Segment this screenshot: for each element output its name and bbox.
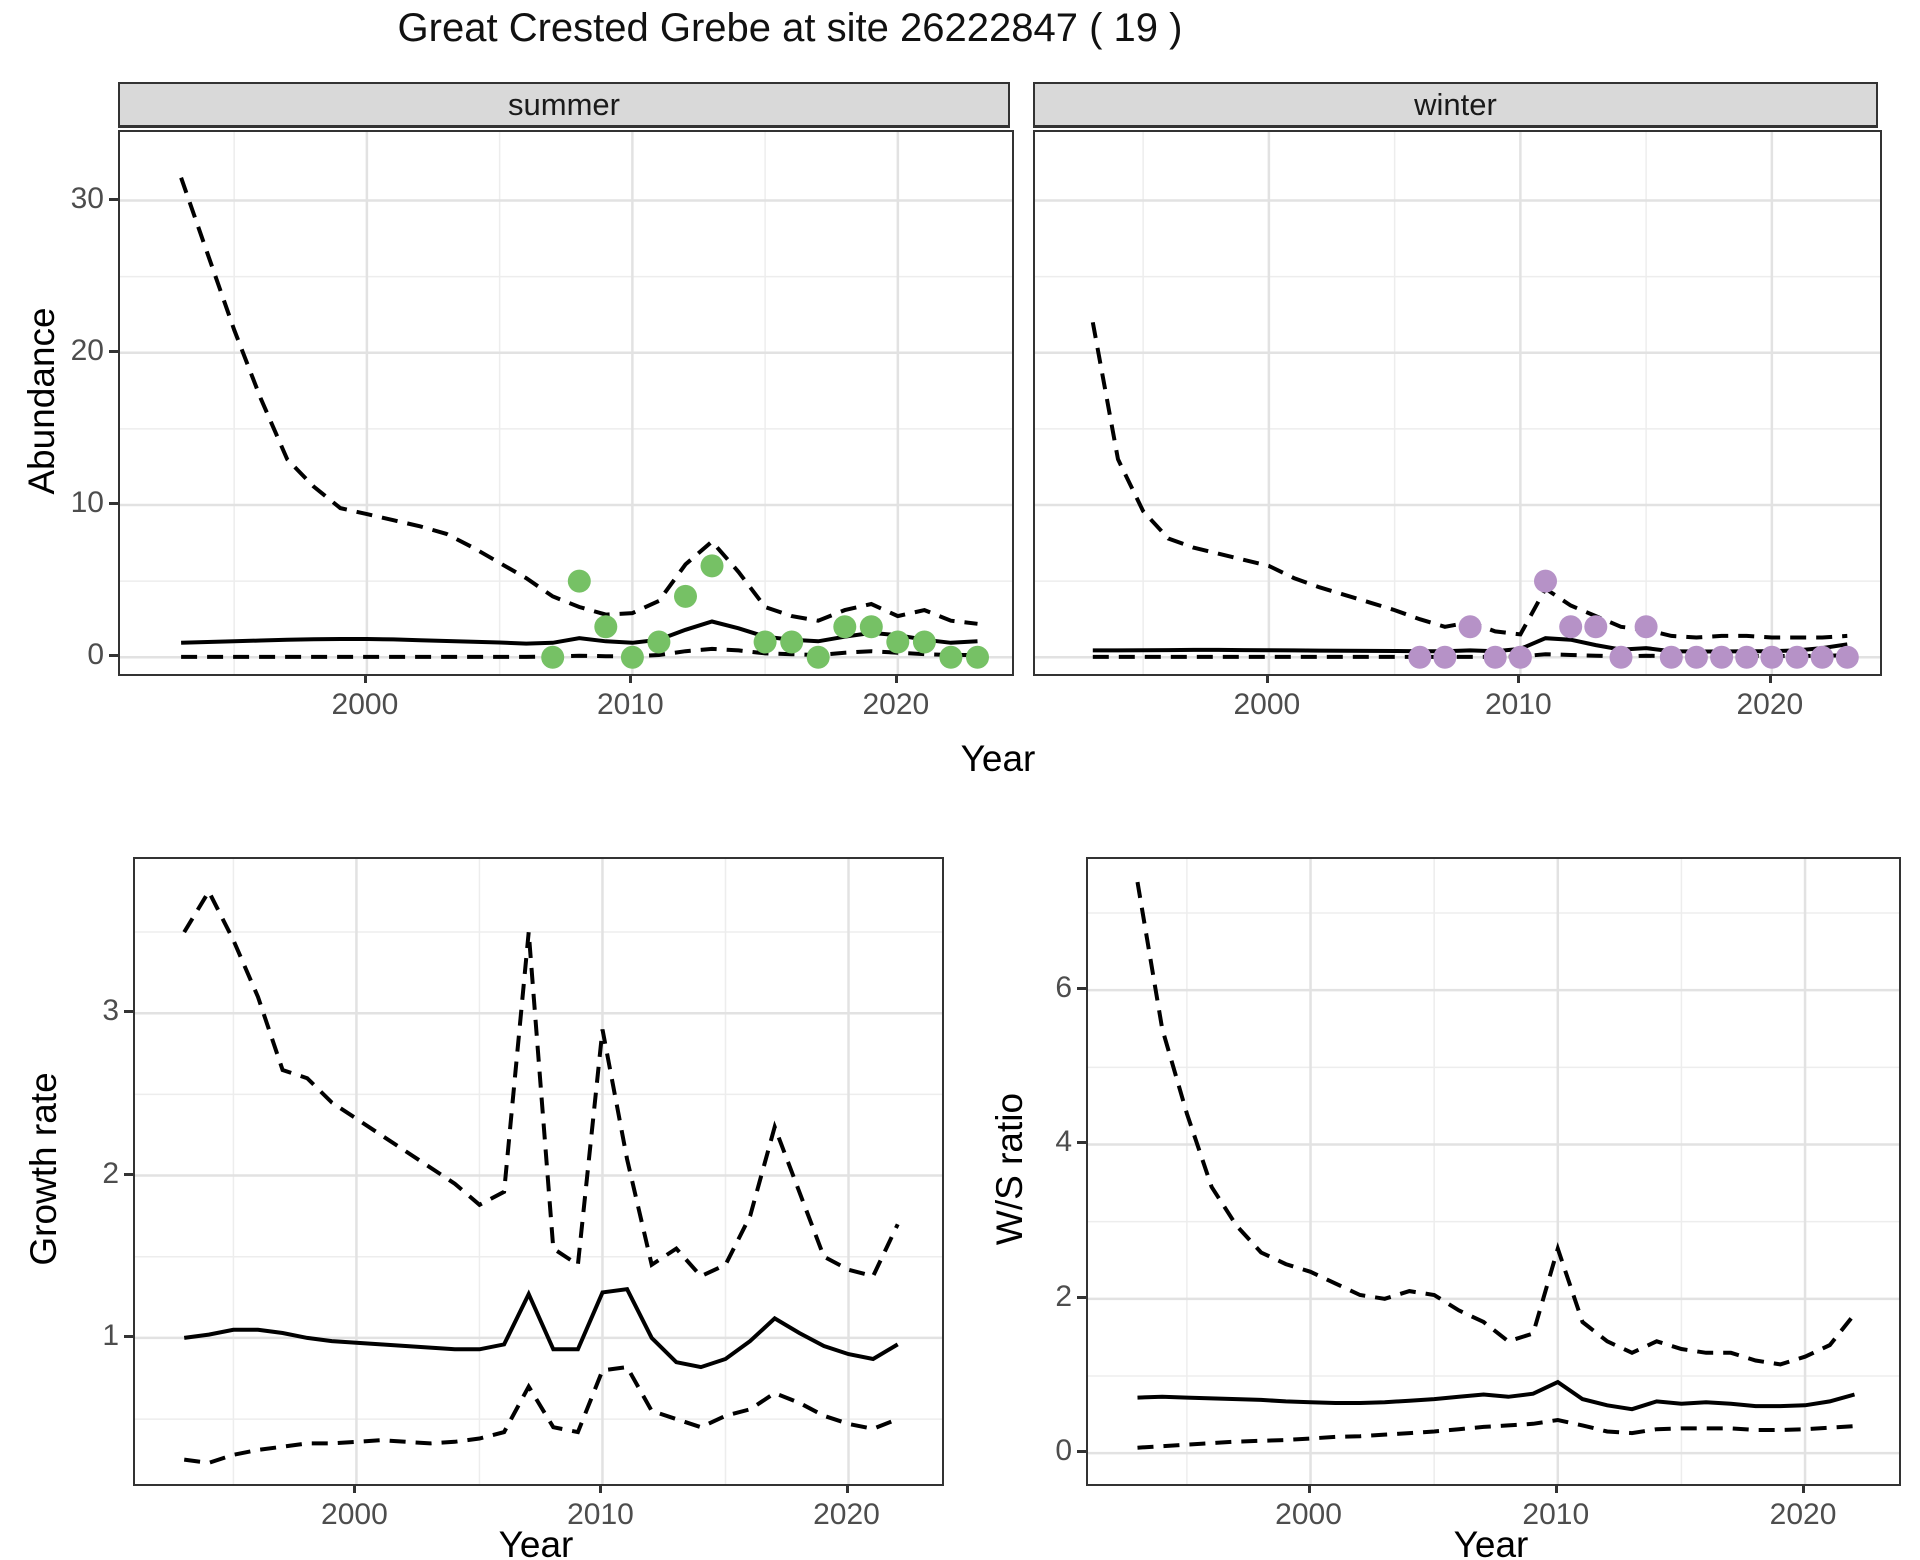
x-tick-mark	[1307, 1484, 1311, 1493]
x-tick-label: 2000	[1233, 688, 1301, 721]
y-tick-mark	[109, 654, 118, 658]
x-tick-mark	[353, 1484, 357, 1493]
page-title: Great Crested Grebe at site 26222847 ( 1…	[397, 6, 1183, 50]
x-tick-mark	[845, 1484, 849, 1493]
y-tick-label: 30	[70, 181, 104, 215]
y-tick-label: 4	[1055, 1125, 1072, 1159]
x-tick-mark	[599, 1484, 603, 1493]
top-year-axis-title: Year	[960, 738, 1036, 779]
y-tick-label: 0	[1055, 1434, 1072, 1468]
y-tick-label: 2	[102, 1156, 119, 1190]
x-tick-label: 2000	[331, 688, 399, 721]
facet-strip-winter: winter	[1033, 82, 1878, 128]
x-tick-mark	[1802, 1484, 1806, 1493]
x-tick-mark	[1768, 674, 1772, 683]
y-tick-label: 2	[1055, 1279, 1072, 1313]
ws-ratio-axis-title: W/S ratio	[989, 1092, 1030, 1246]
x-tick-label: 2000	[321, 1498, 388, 1531]
x-tick-label: 2000	[1275, 1498, 1342, 1531]
y-tick-label: 10	[70, 486, 104, 519]
x-tick-label: 2010	[567, 1498, 634, 1531]
x-tick-mark	[629, 674, 633, 683]
y-tick-label: 20	[70, 333, 104, 367]
y-tick-mark	[124, 1010, 133, 1014]
ws-ratio-year-axis-title: Year	[1453, 1524, 1529, 1560]
ws-ratio-panel	[1086, 857, 1901, 1486]
y-tick-mark	[124, 1172, 133, 1176]
facet-strip-summer-label: summer	[508, 86, 620, 122]
y-tick-mark	[1077, 987, 1086, 991]
x-tick-mark	[894, 674, 898, 683]
winter-abundance-panel	[1033, 130, 1882, 676]
x-tick-label: 2020	[862, 688, 930, 721]
y-tick-mark	[1077, 1450, 1086, 1454]
facet-strip-winter-label: winter	[1414, 86, 1497, 122]
x-tick-label: 2020	[813, 1498, 880, 1531]
x-tick-mark	[1517, 674, 1521, 683]
y-tick-mark	[124, 1334, 133, 1338]
y-tick-label: 3	[102, 994, 119, 1028]
x-tick-mark	[1265, 674, 1269, 683]
x-tick-label: 2010	[596, 688, 664, 721]
y-tick-mark	[1077, 1141, 1086, 1145]
summer-abundance-panel	[118, 130, 1014, 676]
x-tick-label: 2010	[1484, 688, 1552, 721]
y-tick-label: 6	[1055, 971, 1072, 1005]
x-tick-label: 2020	[1769, 1498, 1837, 1531]
x-tick-mark	[1554, 1484, 1558, 1493]
facet-strip-summer: summer	[118, 82, 1010, 128]
y-tick-mark	[109, 197, 118, 201]
y-tick-mark	[1077, 1295, 1086, 1299]
x-tick-mark	[363, 674, 367, 683]
y-tick-mark	[109, 502, 118, 505]
x-tick-label: 2010	[1522, 1498, 1590, 1531]
y-tick-label: 1	[102, 1318, 119, 1352]
y-tick-mark	[109, 349, 118, 353]
x-tick-label: 2020	[1736, 688, 1804, 721]
growth-rate-panel	[133, 857, 944, 1486]
growth-rate-year-axis-title: Year	[498, 1524, 574, 1560]
y-tick-label: 0	[87, 638, 104, 672]
